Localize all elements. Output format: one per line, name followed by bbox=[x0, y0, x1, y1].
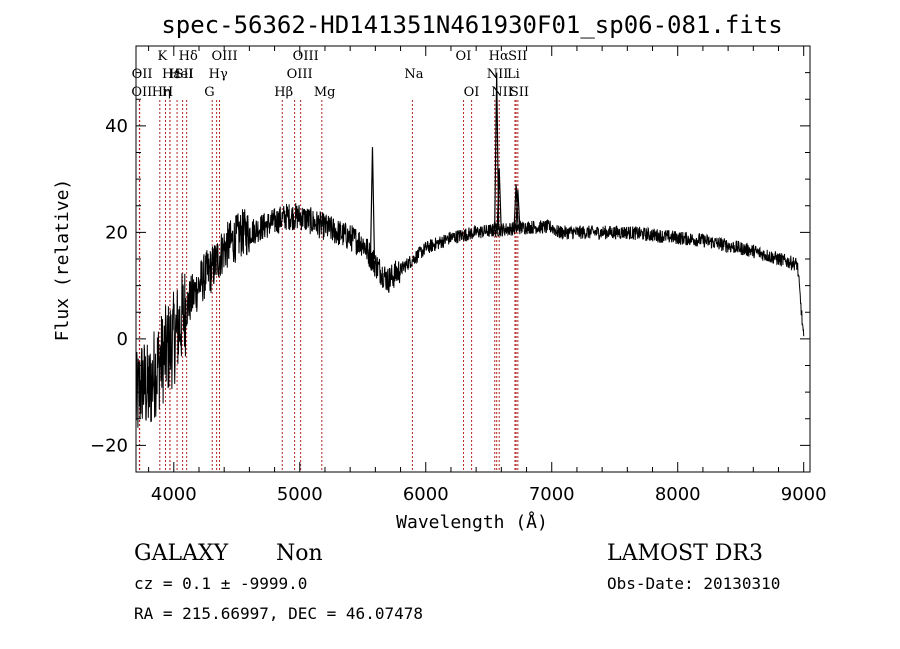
spectral-line-label: K bbox=[157, 49, 167, 64]
y-tick-label: −20 bbox=[90, 435, 128, 456]
spectral-line-label: NII bbox=[487, 67, 509, 82]
spectral-line-label: SII bbox=[175, 67, 194, 82]
x-tick-label: 9000 bbox=[781, 484, 827, 505]
spectral-line-label: OIII bbox=[287, 67, 313, 82]
redshift-line: cz = 0.1 ± -9999.0 bbox=[134, 574, 307, 593]
chart-title: spec-56362-HD141351N461930F01_sp06-081.f… bbox=[161, 11, 782, 39]
x-tick-label: 4000 bbox=[151, 484, 197, 505]
x-tick-label: 6000 bbox=[403, 484, 449, 505]
spectrum-line bbox=[135, 203, 805, 428]
spectral-line-label: OIII bbox=[212, 49, 238, 64]
survey-name: LAMOST DR3 bbox=[607, 541, 763, 566]
plot-frame bbox=[135, 45, 811, 473]
spectral-line-label: G bbox=[204, 85, 214, 100]
spectral-line-label: Hβ bbox=[274, 85, 293, 100]
emission-peak bbox=[513, 184, 519, 229]
emission-peak bbox=[515, 189, 521, 229]
spectral-line-label: OII bbox=[131, 85, 152, 100]
spectral-line-label: OI bbox=[464, 85, 480, 100]
obs-date: Obs-Date: 20130310 bbox=[607, 574, 780, 593]
y-tick-label: 40 bbox=[105, 116, 128, 137]
spectral-line-label: OIII bbox=[293, 49, 319, 64]
spectral-line-label: HeI bbox=[169, 67, 193, 82]
x-tick-label: 7000 bbox=[529, 484, 575, 505]
object-class: GALAXY bbox=[134, 541, 229, 566]
spectral-line-label: Na bbox=[404, 67, 423, 82]
spectral-line-label: SII bbox=[510, 85, 529, 100]
y-tick-label: 20 bbox=[105, 222, 128, 243]
spectral-line-markers bbox=[138, 100, 519, 472]
emission-peak bbox=[494, 72, 500, 231]
spectral-line-label: OII bbox=[132, 67, 153, 82]
emission-peak bbox=[496, 168, 502, 230]
emission-peaks bbox=[369, 72, 521, 260]
spectral-line-label: Hη bbox=[152, 85, 171, 100]
x-tick-label: 8000 bbox=[655, 484, 701, 505]
spectral-line-label: H bbox=[162, 85, 173, 100]
spectral-line-label: Hε bbox=[162, 67, 180, 82]
ra-dec-line: RA = 215.66997, DEC = 46.07478 bbox=[134, 604, 423, 623]
spectral-line-label: SII bbox=[508, 49, 527, 64]
spectral-line-label: Hδ bbox=[179, 49, 198, 64]
x-axis-ticks: 4000 5000 6000 7000 8000 9000 bbox=[148, 46, 827, 505]
spectral-line-label: Hα bbox=[489, 49, 509, 64]
x-tick-label: 5000 bbox=[277, 484, 323, 505]
y-axis-ticks: −20 0 20 40 bbox=[90, 45, 810, 456]
spectral-line-label: OI bbox=[456, 49, 472, 64]
spectral-line-label: Hγ bbox=[209, 67, 228, 82]
spectral-line-label: Mg bbox=[314, 85, 336, 100]
emission-peak bbox=[369, 147, 376, 260]
x-axis-label: Wavelength (Å) bbox=[396, 511, 548, 533]
y-axis-label: Flux (relative) bbox=[52, 179, 73, 342]
y-tick-label: 0 bbox=[117, 329, 128, 350]
object-subclass: Non bbox=[276, 541, 323, 566]
spectral-line-label: Li bbox=[507, 67, 520, 82]
spectral-line-labels: OIIOIIHηKHHεHeIHδSIIGHγOIIIHβOIIIOIIIMgN… bbox=[131, 49, 529, 100]
